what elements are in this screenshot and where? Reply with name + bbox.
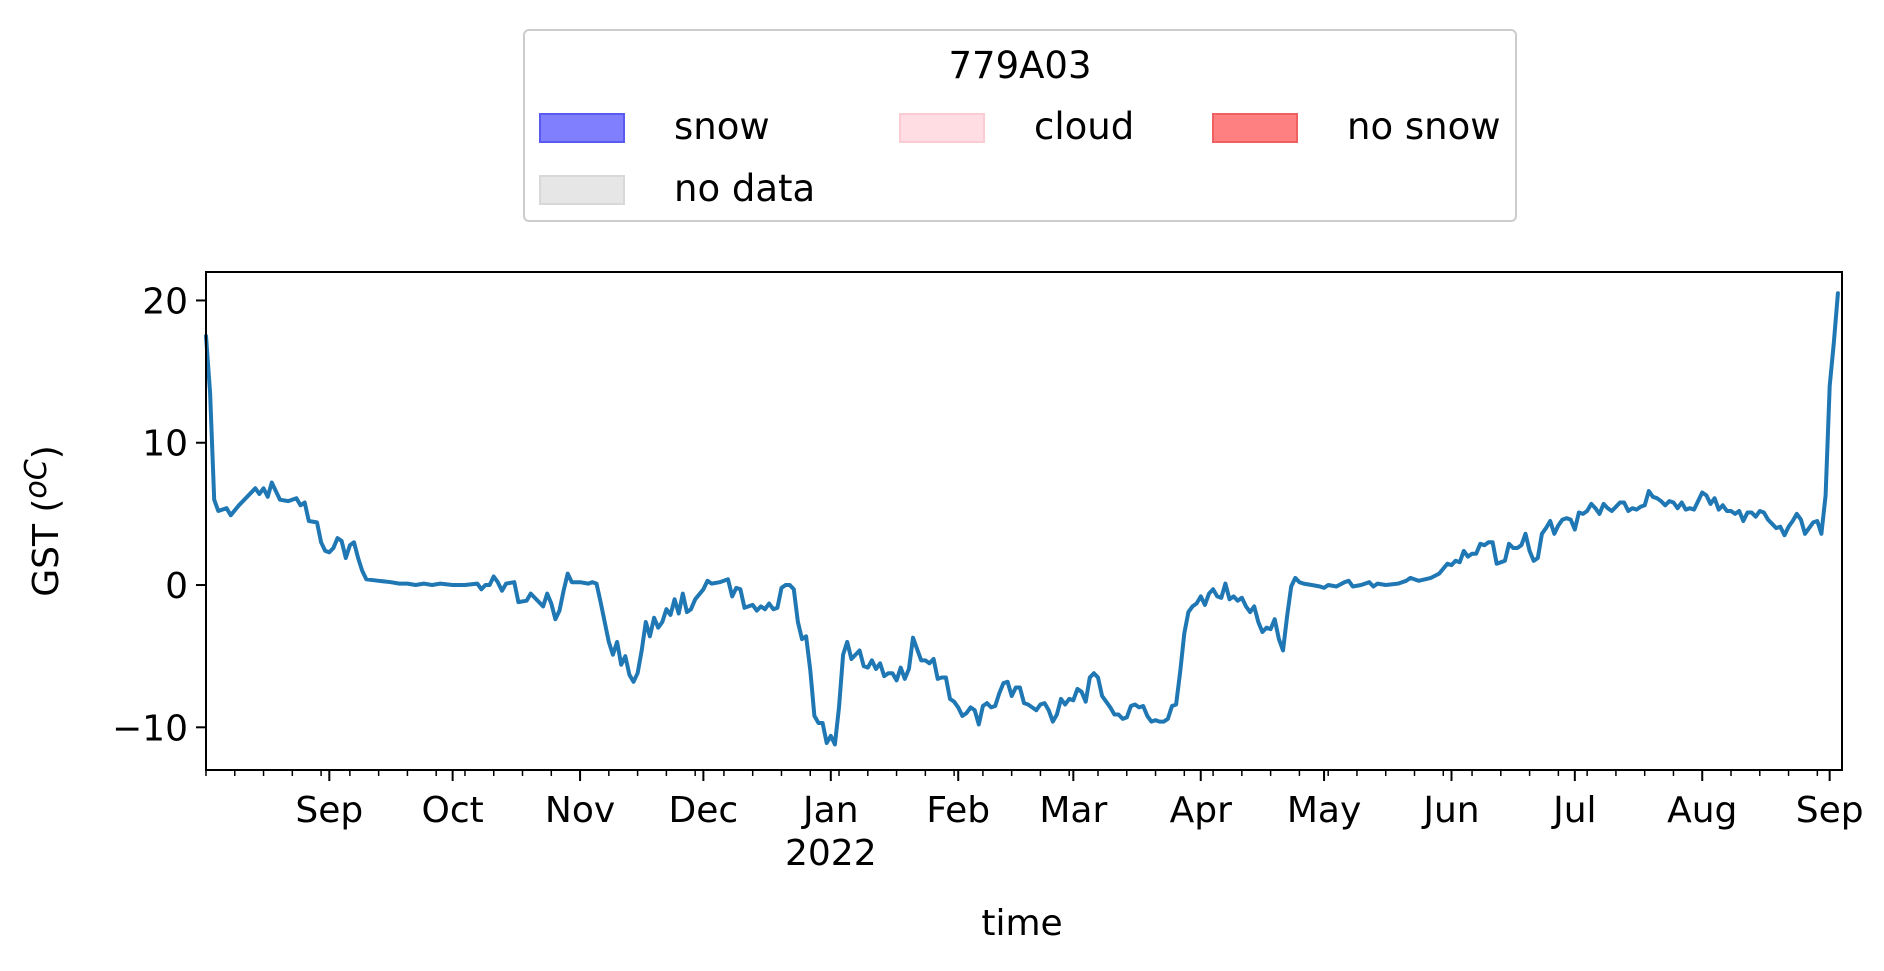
- x-tick-year-label: 2022: [785, 833, 877, 874]
- y-axis-label-unit: oC: [19, 459, 54, 498]
- x-axis-label: time: [981, 903, 1062, 944]
- y-axis-ticks: −10 0 10 20: [112, 281, 206, 749]
- y-tick-label: −10: [112, 708, 188, 749]
- y-axis-label-text: GST (: [26, 499, 67, 597]
- x-tick-label: Jun: [1421, 790, 1479, 831]
- legend-label-snow: snow: [674, 105, 770, 148]
- legend-swatch-cloud: [899, 113, 985, 143]
- legend-label-no-snow: no snow: [1347, 105, 1501, 148]
- x-tick-label: Sep: [295, 790, 363, 831]
- legend-label-no-data: no data: [674, 167, 816, 210]
- legend-swatch-no-snow: [1212, 113, 1298, 143]
- x-tick-label: Jan: [801, 790, 859, 831]
- x-tick-label: Nov: [545, 790, 615, 831]
- legend-title: 779A03: [948, 44, 1092, 87]
- series-group: [204, 291, 1840, 747]
- x-tick-label: Jul: [1551, 790, 1596, 831]
- x-tick-label: May: [1287, 790, 1361, 831]
- x-tick-label: Feb: [926, 790, 990, 831]
- x-tick-label: Apr: [1170, 790, 1232, 831]
- legend: 779A03 snow cloud no snow no data: [523, 29, 1517, 222]
- series-line-gst: [204, 291, 1840, 747]
- x-tick-label: Sep: [1796, 790, 1864, 831]
- legend-label-cloud: cloud: [1034, 105, 1135, 148]
- y-axis-label: GST (oC): [19, 445, 67, 597]
- y-tick-label: 20: [142, 281, 188, 322]
- y-tick-label: 0: [165, 566, 188, 607]
- y-axis-label-close: ): [26, 445, 67, 459]
- legend-swatch-snow: [539, 113, 625, 143]
- plot-frame: [205, 271, 1843, 771]
- x-tick-label: Dec: [669, 790, 739, 831]
- x-tick-label: Oct: [422, 790, 484, 831]
- legend-swatch-no-data: [539, 175, 625, 205]
- x-tick-label: Aug: [1667, 790, 1737, 831]
- y-tick-label: 10: [142, 424, 188, 465]
- x-tick-label: Mar: [1039, 790, 1107, 831]
